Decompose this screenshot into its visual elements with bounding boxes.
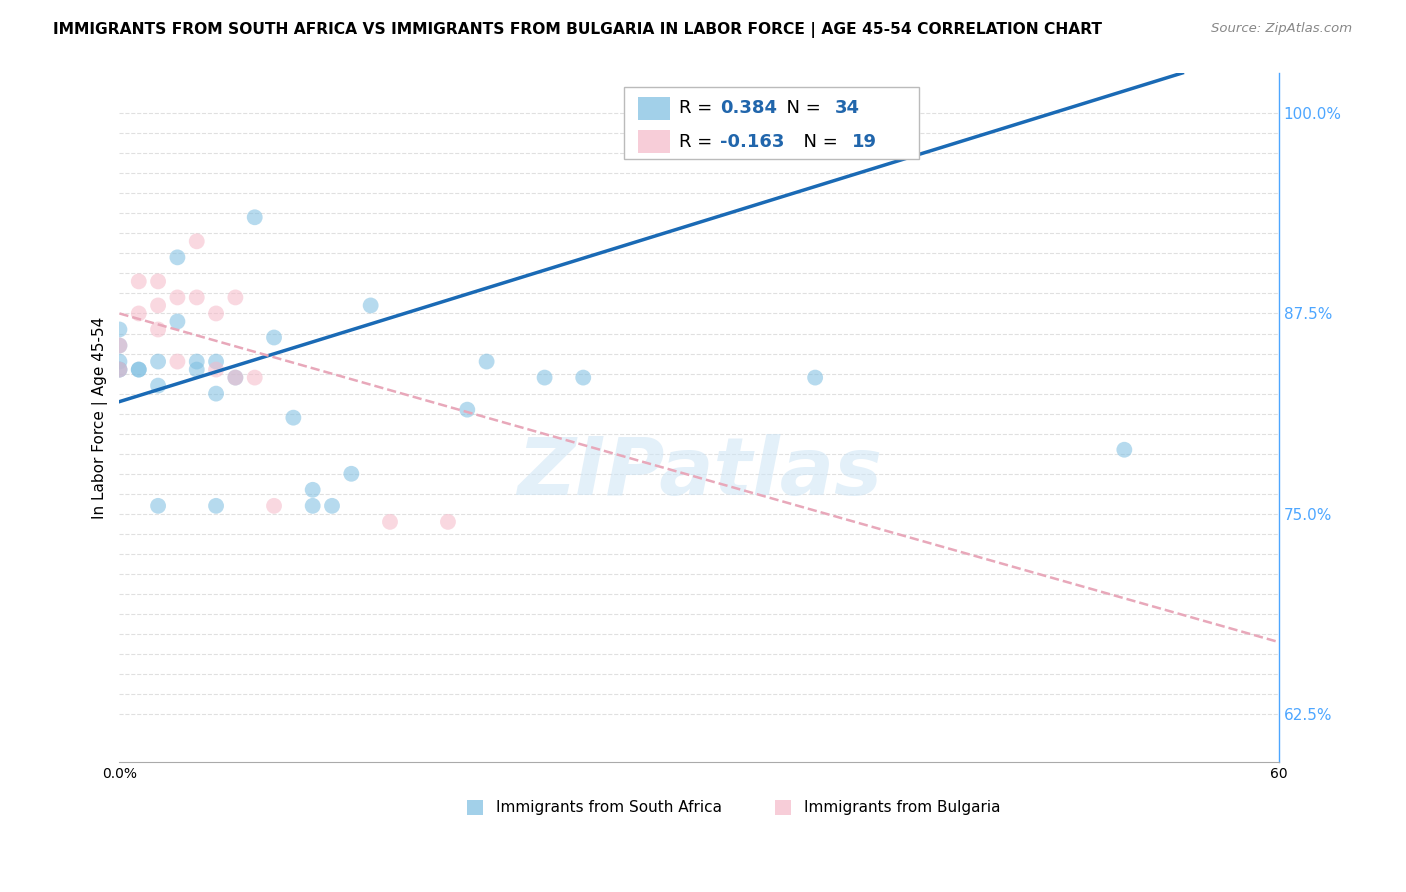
- Point: [243, 370, 266, 384]
- FancyBboxPatch shape: [638, 97, 671, 120]
- Text: N =: N =: [792, 133, 844, 151]
- Point: [437, 515, 460, 529]
- Text: ZIPatlas: ZIPatlas: [516, 434, 882, 512]
- FancyBboxPatch shape: [775, 799, 790, 814]
- Point: [166, 290, 188, 304]
- Point: [243, 211, 266, 225]
- Point: [205, 386, 228, 401]
- Text: 19: 19: [852, 133, 877, 151]
- Point: [108, 362, 131, 376]
- Point: [321, 499, 343, 513]
- Point: [572, 370, 595, 384]
- Point: [146, 298, 169, 312]
- Point: [205, 499, 228, 513]
- Point: [263, 330, 285, 344]
- Point: [224, 370, 246, 384]
- Point: [475, 354, 498, 368]
- Point: [205, 354, 228, 368]
- Point: [205, 362, 228, 376]
- Text: Immigrants from South Africa: Immigrants from South Africa: [496, 799, 723, 814]
- Point: [146, 354, 169, 368]
- Point: [378, 515, 401, 529]
- FancyBboxPatch shape: [467, 799, 484, 814]
- Point: [146, 274, 169, 288]
- Point: [360, 298, 382, 312]
- Point: [205, 306, 228, 320]
- Point: [128, 306, 150, 320]
- Text: N =: N =: [775, 100, 827, 118]
- Text: R =: R =: [679, 133, 718, 151]
- Point: [1114, 442, 1136, 457]
- Point: [263, 499, 285, 513]
- Point: [224, 290, 246, 304]
- Point: [108, 362, 131, 376]
- FancyBboxPatch shape: [624, 87, 920, 159]
- Text: 34: 34: [835, 100, 860, 118]
- Point: [166, 354, 188, 368]
- Point: [146, 378, 169, 392]
- Point: [456, 402, 478, 417]
- Point: [186, 362, 208, 376]
- Point: [128, 362, 150, 376]
- Point: [146, 499, 169, 513]
- Point: [108, 338, 131, 352]
- Point: [128, 362, 150, 376]
- Point: [283, 410, 305, 425]
- Point: [108, 322, 131, 336]
- Point: [340, 467, 363, 481]
- Point: [108, 362, 131, 376]
- Y-axis label: In Labor Force | Age 45-54: In Labor Force | Age 45-54: [93, 317, 108, 519]
- Point: [533, 370, 555, 384]
- Point: [224, 370, 246, 384]
- Point: [166, 314, 188, 328]
- Point: [108, 354, 131, 368]
- Point: [804, 370, 827, 384]
- Text: 0.384: 0.384: [720, 100, 778, 118]
- Point: [301, 483, 323, 497]
- Point: [301, 499, 323, 513]
- Point: [378, 764, 401, 778]
- Point: [146, 322, 169, 336]
- Text: IMMIGRANTS FROM SOUTH AFRICA VS IMMIGRANTS FROM BULGARIA IN LABOR FORCE | AGE 45: IMMIGRANTS FROM SOUTH AFRICA VS IMMIGRAN…: [53, 22, 1102, 38]
- Point: [186, 354, 208, 368]
- Text: -0.163: -0.163: [720, 133, 785, 151]
- FancyBboxPatch shape: [638, 130, 671, 153]
- Point: [186, 290, 208, 304]
- Text: Source: ZipAtlas.com: Source: ZipAtlas.com: [1212, 22, 1353, 36]
- Point: [166, 251, 188, 265]
- Text: Immigrants from Bulgaria: Immigrants from Bulgaria: [804, 799, 1000, 814]
- Point: [128, 274, 150, 288]
- Point: [108, 338, 131, 352]
- Text: R =: R =: [679, 100, 718, 118]
- Point: [186, 235, 208, 249]
